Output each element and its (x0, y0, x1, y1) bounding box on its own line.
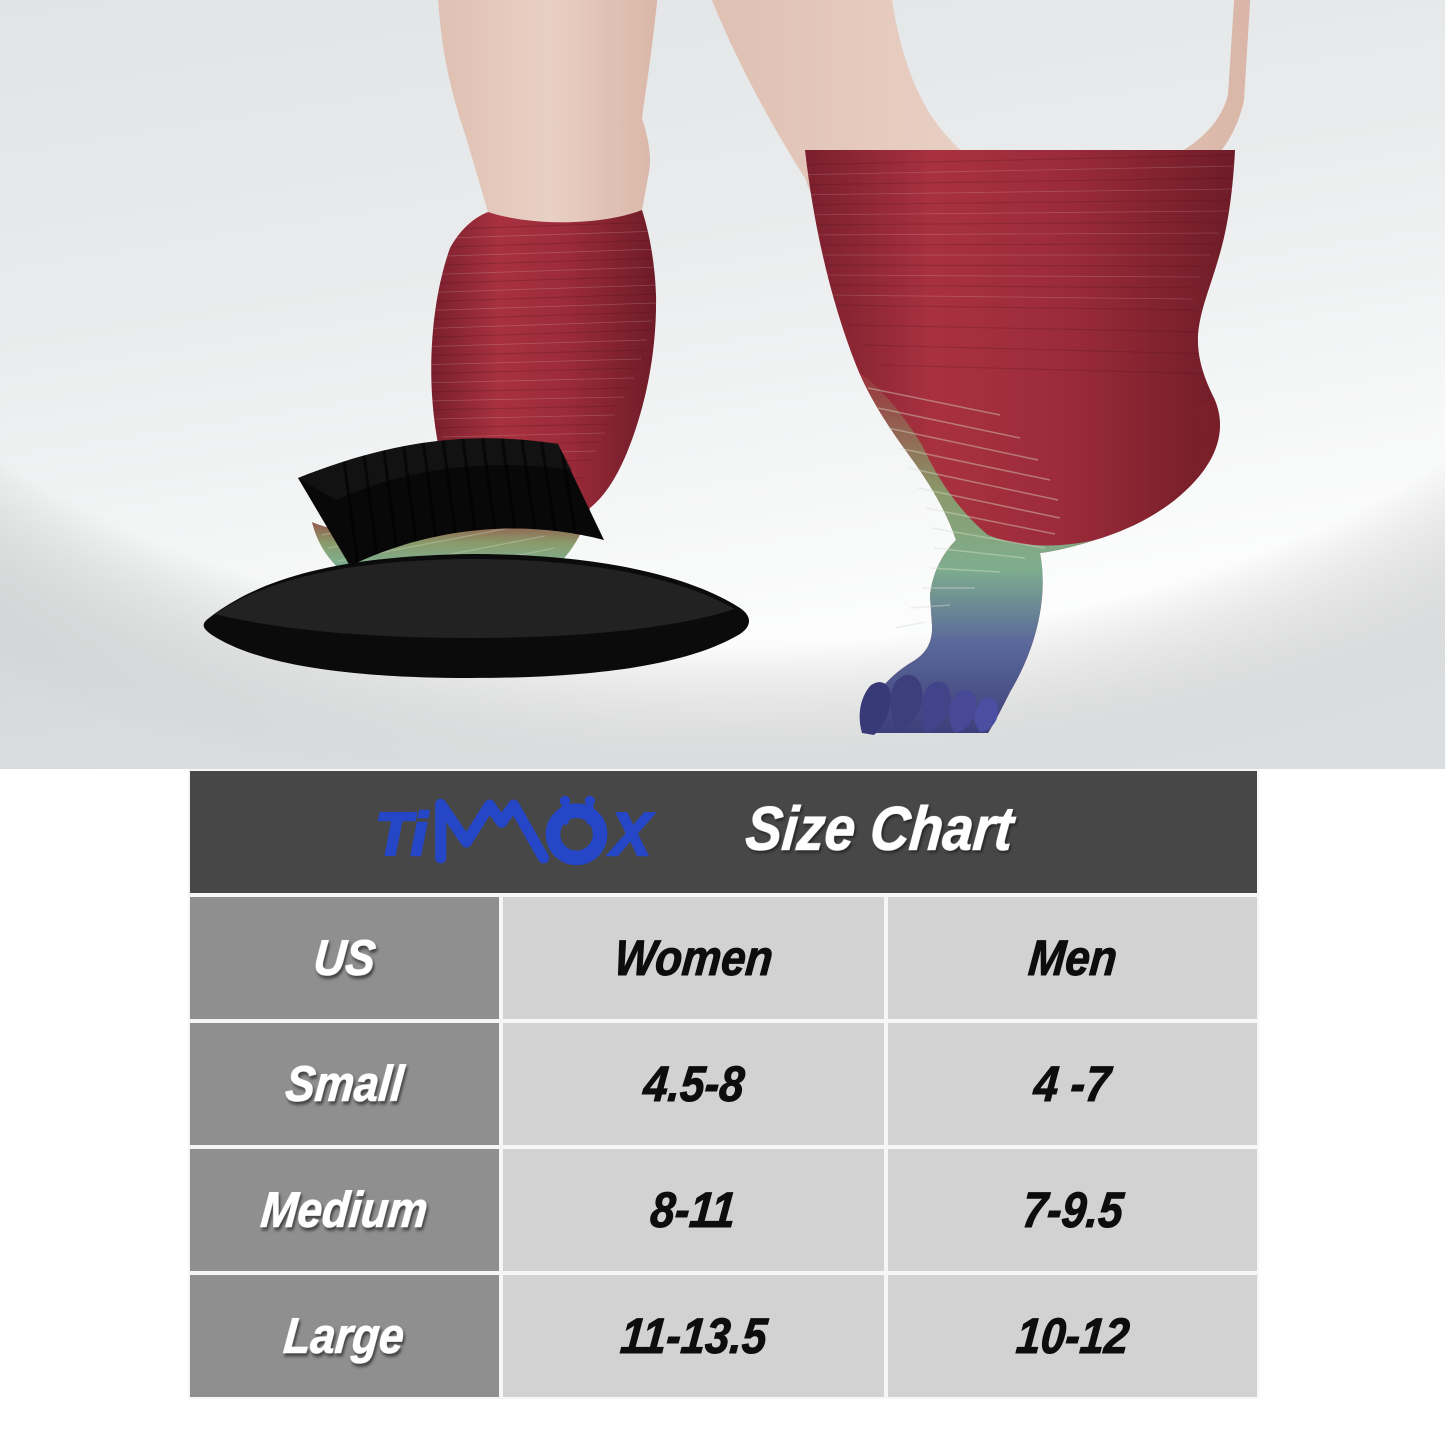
svg-text:X: X (608, 800, 655, 867)
svg-text:Ti: Ti (375, 800, 429, 867)
